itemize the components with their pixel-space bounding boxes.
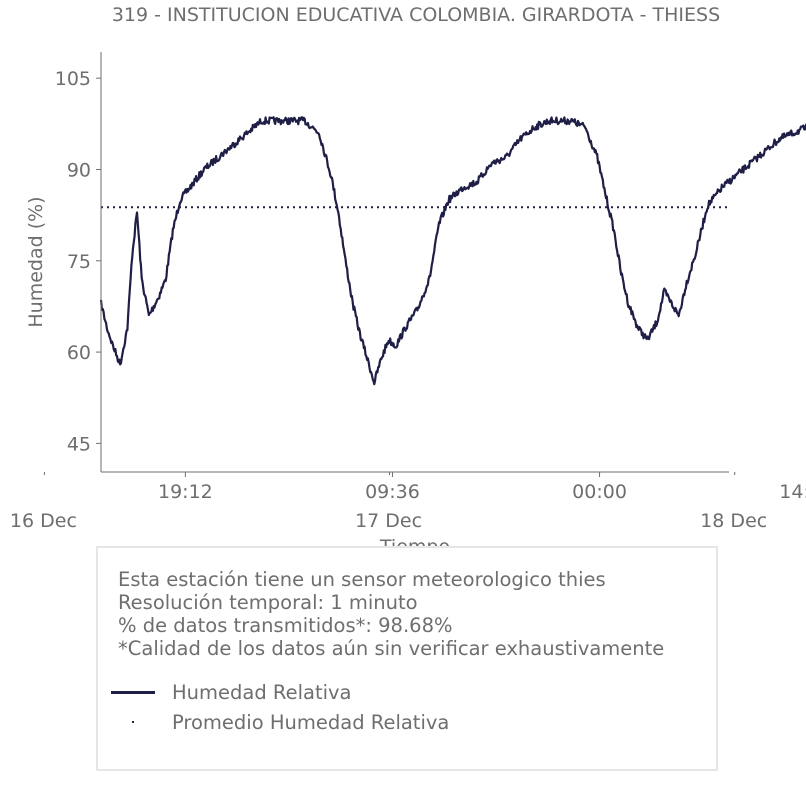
legend-swatch-line: [110, 679, 156, 705]
x-tick-label: 14:24: [779, 481, 806, 503]
x-date-label: 16 Dec: [10, 510, 77, 532]
x-tick-label: 19:12: [158, 481, 213, 503]
info-line-transmitted: % de datos transmitidos*: 98.68%: [118, 614, 453, 637]
plot-area: [99, 116, 806, 386]
y-tick-label: 105: [55, 68, 91, 90]
y-axis-title: Humedad (%): [25, 196, 47, 327]
info-box: Esta estación tiene un sensor meteorolog…: [96, 546, 718, 771]
chart-title: 319 - INSTITUCION EDUCATIVA COLOMBIA. GI…: [112, 4, 720, 26]
x-tick-label: 09:36: [365, 481, 420, 503]
info-line-resolution: Resolución temporal: 1 minuto: [118, 591, 418, 614]
y-tick-label: 75: [67, 251, 91, 273]
x-date-label: 18 Dec: [700, 510, 767, 532]
y-tick-label: 60: [67, 342, 91, 364]
legend-item-average: Promedio Humedad Relativa: [110, 709, 449, 735]
humidity-series-line: [99, 116, 806, 386]
legend-swatch-dot: [110, 709, 156, 735]
legend-item-humidity: Humedad Relativa: [110, 679, 352, 705]
info-line-sensor: Esta estación tiene un sensor meteorolog…: [118, 568, 606, 591]
legend-label-average: Promedio Humedad Relativa: [172, 710, 450, 734]
y-axis-ticks: 45 60 75 90 105: [55, 68, 101, 455]
x-date-label: 17 Dec: [355, 510, 422, 532]
y-tick-label: 45: [67, 433, 91, 455]
info-line-quality: *Calidad de los datos aún sin verificar …: [118, 637, 665, 660]
legend-label-humidity: Humedad Relativa: [172, 680, 352, 704]
x-tick-label: 00:00: [572, 481, 627, 503]
humidity-chart: 319 - INSTITUCION EDUCATIVA COLOMBIA. GI…: [10, 4, 806, 558]
y-tick-label: 90: [67, 159, 91, 181]
